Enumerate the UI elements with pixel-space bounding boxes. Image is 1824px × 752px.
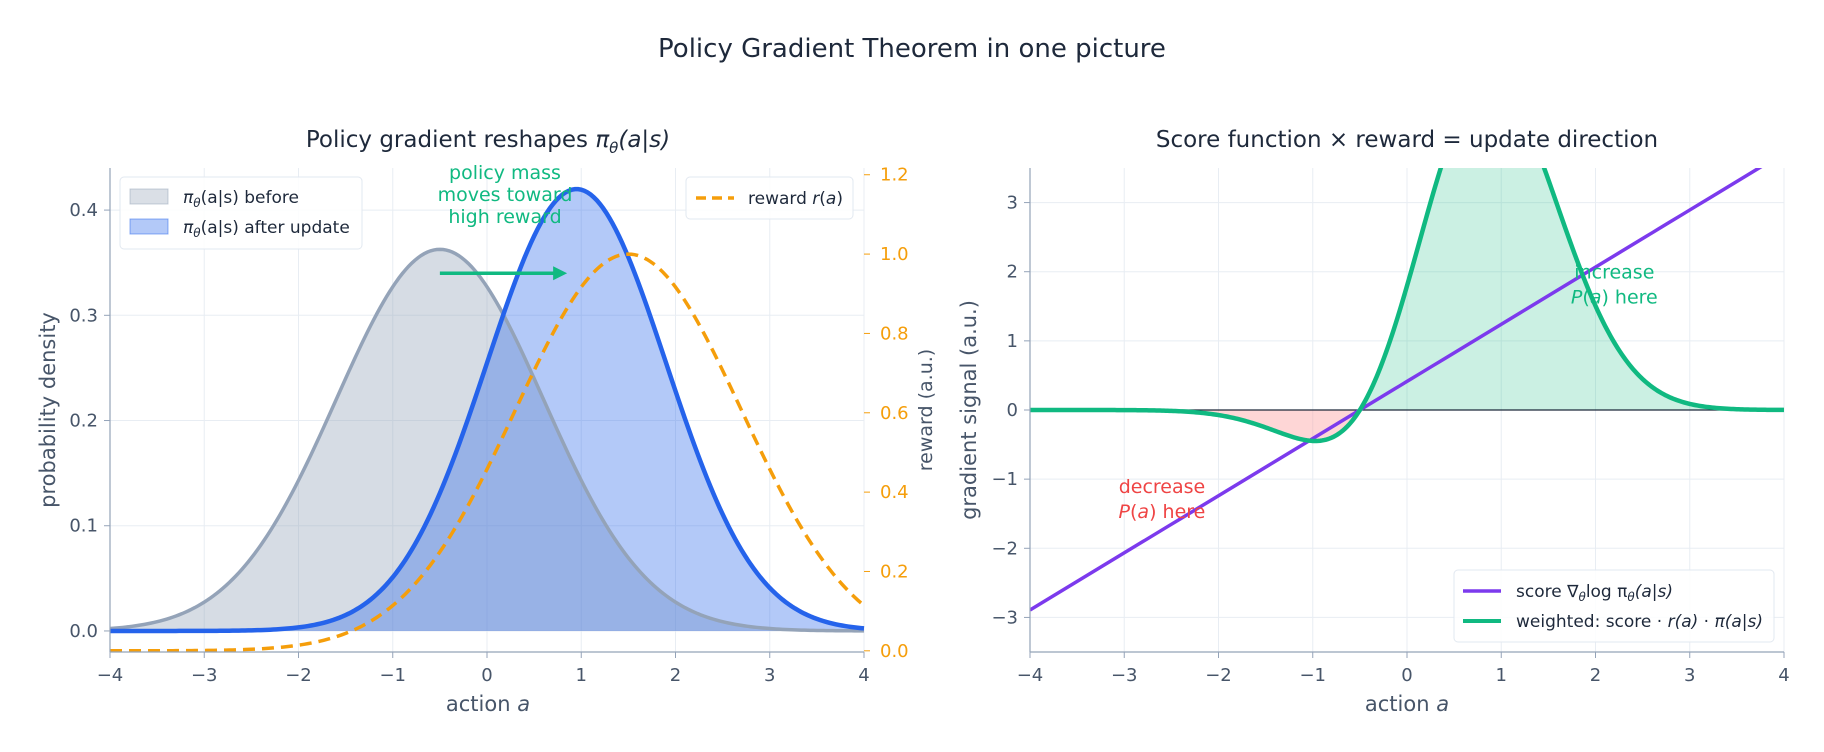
left-y-ticks: 0.0 0.1 0.2 0.3 0.4 — [69, 200, 110, 642]
after-curve — [110, 186, 865, 634]
right-y-axis-label: gradient signal (a.u.) — [957, 300, 981, 520]
left-y-tick-label: 0.0 — [69, 621, 98, 642]
right-panel: Score function × reward = update directi… — [957, 127, 1790, 716]
legend-label-reward: reward r(a) — [748, 189, 843, 209]
right-annotation-line: increase — [1574, 262, 1654, 284]
left-fills — [110, 189, 864, 631]
right-annotation-line: P(a) here — [1119, 501, 1206, 523]
arrow-head — [553, 266, 568, 281]
right-y-ticks: −3 −2 −1 0 1 2 3 — [991, 193, 1030, 628]
legend-label-before: πθ(a|s) before — [183, 188, 299, 210]
reward-legend-box — [685, 176, 854, 220]
right-annotations: increase P(a) here decrease P(a) here — [1119, 262, 1658, 523]
score-legend: score ∇θlog πθ(a|s) weighted: score · r(… — [1453, 569, 1775, 643]
right-annotation-line: decrease — [1119, 476, 1206, 498]
decrease-region — [1030, 410, 1360, 441]
left-x-tick-label: 0 — [481, 665, 492, 686]
right-lines — [1030, 168, 1784, 612]
score-legend-box — [1453, 569, 1775, 643]
left-legend: πθ(a|s) before πθ(a|s) after update — [119, 176, 363, 250]
left-x-tick-label: −1 — [379, 665, 406, 686]
right-x-tick-label: −3 — [1111, 665, 1138, 686]
right-x-tick-label: 4 — [1778, 665, 1789, 686]
right-x-tick-label: −4 — [1017, 665, 1044, 686]
left-panel-title: Policy gradient reshapes πθ(a|s) — [306, 127, 670, 157]
annotation-line-3: high reward — [448, 206, 561, 228]
left-x-tick-label: −4 — [97, 665, 124, 686]
score-line — [1030, 168, 1763, 612]
figure-title: Policy Gradient Theorem in one picture — [658, 34, 1166, 64]
left-y2-tick-label: 0.4 — [880, 482, 909, 503]
left-x-tick-label: −2 — [285, 665, 312, 686]
right-x-tick-label: 1 — [1496, 665, 1507, 686]
left-x-axis-label: action a — [446, 692, 530, 716]
right-y-tick-label: 2 — [1007, 262, 1018, 283]
left-y2-tick-label: 0.6 — [880, 403, 909, 424]
right-panel-title: Score function × reward = update directi… — [1156, 127, 1658, 153]
legend-swatch-before — [129, 188, 169, 205]
right-y-tick-label: 0 — [1007, 400, 1018, 421]
policy-annotation: policy mass moves toward high reward — [438, 162, 573, 281]
right-fills — [1030, 168, 1784, 441]
right-x-tick-label: 0 — [1401, 665, 1412, 686]
left-x-tick-label: 4 — [858, 665, 869, 686]
left-x-tick-label: 1 — [576, 665, 587, 686]
right-y-tick-label: 1 — [1007, 331, 1018, 352]
left-y2-tick-label: 0.0 — [880, 641, 909, 662]
right-x-axis-label: action a — [1365, 692, 1449, 716]
left-y-tick-label: 0.3 — [69, 305, 98, 326]
left-y2-ticks: 0.0 0.2 0.4 0.6 0.8 1.0 1.2 — [864, 165, 909, 662]
weighted-curve — [1030, 168, 1784, 444]
reward-curve — [110, 252, 866, 653]
left-lines — [109, 186, 866, 653]
left-y2-tick-label: 0.2 — [880, 561, 909, 582]
left-y-tick-label: 0.2 — [69, 411, 98, 432]
left-y2-tick-label: 0.8 — [880, 323, 909, 344]
left-y-tick-label: 0.4 — [69, 200, 98, 221]
left-panel: Policy gradient reshapes πθ(a|s) −4 −3 −2−… — [36, 127, 937, 716]
right-x-ticks: −4 −3 −2 −1 0 1 2 3 4 — [1017, 652, 1790, 686]
before-area — [110, 249, 864, 631]
left-x-tick-label: 3 — [764, 665, 775, 686]
legend-label-score: score ∇θlog πθ(a|s) — [1516, 582, 1673, 604]
left-legend-box — [119, 176, 363, 250]
before-curve — [109, 247, 865, 633]
right-y-tick-label: −3 — [991, 607, 1018, 628]
right-y-tick-label: 3 — [1007, 193, 1018, 214]
left-x-tick-label: 2 — [670, 665, 681, 686]
right-x-tick-label: −1 — [1299, 665, 1326, 686]
annotation-line-2: moves toward — [438, 184, 573, 206]
annotation-line-1: policy mass — [449, 162, 561, 184]
annotation-arrow — [439, 266, 568, 281]
increase-region — [1359, 168, 1784, 410]
right-annotation-line: P(a) here — [1571, 287, 1658, 309]
right-x-tick-label: −2 — [1205, 665, 1232, 686]
left-y2-axis-label: reward (a.u.) — [915, 349, 937, 471]
after-area — [110, 189, 864, 631]
left-y2-tick-label: 1.2 — [880, 165, 909, 186]
right-x-tick-label: 3 — [1684, 665, 1695, 686]
right-y-tick-label: −2 — [991, 538, 1018, 559]
left-x-ticks: −4 −3 −2 −1 0 1 2 3 4 — [97, 652, 870, 686]
legend-swatch-after — [129, 218, 169, 235]
legend-label-after: πθ(a|s) after update — [183, 218, 350, 240]
left-x-tick-label: −3 — [191, 665, 218, 686]
right-x-tick-label: 2 — [1590, 665, 1601, 686]
left-y-tick-label: 0.1 — [69, 516, 98, 537]
right-y-tick-label: −1 — [991, 469, 1018, 490]
left-y-axis-label: probability density — [36, 312, 60, 508]
right-legend: reward r(a) — [685, 176, 854, 220]
left-y2-tick-label: 1.0 — [880, 244, 909, 265]
legend-label-weighted: weighted: score · r(a) · π(a|s) — [1516, 612, 1763, 632]
